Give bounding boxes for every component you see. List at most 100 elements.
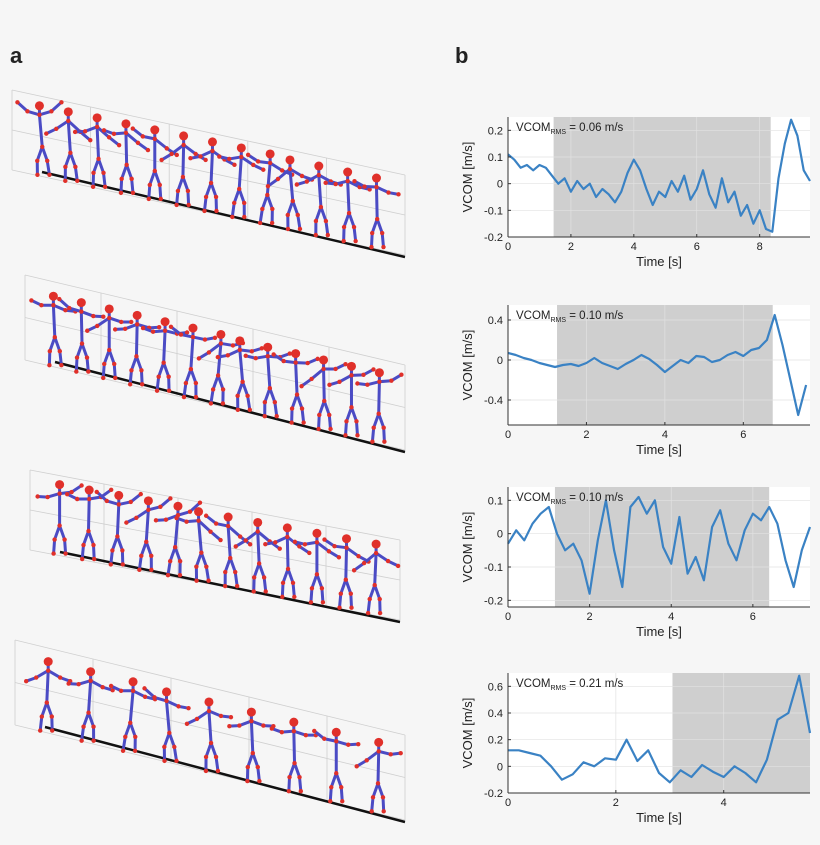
joint bbox=[227, 156, 232, 162]
limb bbox=[349, 405, 358, 423]
joint bbox=[108, 487, 114, 493]
joint bbox=[269, 726, 275, 731]
joint bbox=[303, 732, 309, 738]
limb bbox=[377, 380, 381, 416]
joint bbox=[271, 352, 276, 357]
joint bbox=[63, 551, 68, 556]
limb bbox=[232, 187, 241, 205]
limb bbox=[38, 715, 44, 733]
limb bbox=[176, 175, 185, 193]
joint bbox=[120, 748, 126, 753]
joint bbox=[367, 596, 372, 602]
joint bbox=[129, 176, 134, 182]
grid-line bbox=[29, 469, 401, 541]
limb bbox=[80, 342, 89, 360]
limb bbox=[288, 761, 297, 779]
joint bbox=[91, 542, 96, 548]
joint bbox=[124, 162, 129, 168]
joint bbox=[243, 538, 248, 543]
joint bbox=[364, 758, 369, 763]
joint bbox=[344, 419, 349, 424]
joint bbox=[351, 568, 357, 573]
limb bbox=[334, 771, 343, 789]
limb bbox=[85, 356, 90, 374]
joint bbox=[187, 509, 193, 514]
joint bbox=[106, 135, 112, 140]
joint bbox=[373, 550, 379, 556]
joint bbox=[259, 346, 265, 351]
joint bbox=[323, 218, 329, 224]
stick-figure bbox=[265, 155, 315, 232]
stick-row-3 bbox=[29, 469, 401, 624]
joint bbox=[186, 705, 191, 711]
joint bbox=[111, 131, 117, 137]
limb bbox=[339, 578, 348, 596]
head bbox=[291, 349, 301, 359]
joint bbox=[100, 684, 105, 690]
vcom-rms-annotation: VCOMRMS = 0.10 m/s bbox=[516, 310, 624, 324]
limb bbox=[198, 149, 214, 158]
joint bbox=[199, 550, 204, 555]
joint bbox=[123, 734, 128, 739]
y-tick-label: -0.2 bbox=[484, 595, 503, 607]
joint bbox=[133, 734, 138, 739]
joint bbox=[165, 573, 171, 578]
x-axis-label: Time [s] bbox=[636, 624, 682, 639]
stick-figure bbox=[271, 349, 320, 425]
joint bbox=[38, 728, 43, 733]
joint bbox=[203, 754, 209, 760]
joint bbox=[210, 148, 215, 154]
joint bbox=[49, 109, 54, 114]
joint bbox=[72, 129, 78, 135]
limb bbox=[35, 145, 44, 163]
limb bbox=[369, 231, 374, 249]
stick-figure bbox=[322, 534, 371, 610]
joint bbox=[177, 559, 183, 564]
limb bbox=[40, 701, 49, 719]
joint bbox=[367, 187, 372, 192]
joint bbox=[222, 583, 228, 589]
limb bbox=[134, 322, 139, 358]
stick-figure bbox=[227, 707, 276, 784]
limb bbox=[45, 669, 50, 705]
x-tick-label: 0 bbox=[505, 797, 511, 809]
limb bbox=[153, 169, 162, 187]
joint bbox=[37, 112, 42, 117]
limb bbox=[120, 163, 129, 181]
joint bbox=[62, 537, 67, 542]
joint bbox=[108, 683, 114, 689]
joint bbox=[356, 553, 361, 559]
joint bbox=[294, 182, 300, 187]
joint bbox=[257, 778, 262, 784]
joint bbox=[227, 723, 232, 729]
head bbox=[48, 291, 58, 301]
joint bbox=[198, 154, 203, 159]
limb bbox=[237, 155, 243, 191]
joint bbox=[298, 788, 304, 794]
joint bbox=[370, 795, 376, 800]
joint bbox=[289, 406, 295, 411]
limb bbox=[68, 151, 77, 169]
stick-figure bbox=[15, 100, 64, 177]
limb bbox=[204, 741, 213, 759]
joint bbox=[228, 714, 234, 720]
joint bbox=[381, 809, 386, 814]
limb bbox=[124, 131, 140, 145]
joint bbox=[79, 556, 85, 562]
joint bbox=[242, 200, 247, 206]
joint bbox=[215, 768, 221, 774]
stick-figure-panel bbox=[11, 89, 406, 824]
joint bbox=[140, 325, 146, 331]
stick-figure bbox=[130, 125, 179, 202]
joint bbox=[79, 483, 84, 488]
limb bbox=[197, 519, 213, 534]
annotation-subscript: RMS bbox=[551, 317, 567, 324]
joint bbox=[302, 542, 308, 547]
joint bbox=[355, 381, 360, 386]
joint bbox=[167, 559, 173, 564]
joint bbox=[299, 173, 305, 179]
joint bbox=[101, 314, 106, 319]
limb bbox=[226, 524, 232, 560]
limb bbox=[66, 119, 82, 134]
stick-figure bbox=[203, 512, 253, 589]
